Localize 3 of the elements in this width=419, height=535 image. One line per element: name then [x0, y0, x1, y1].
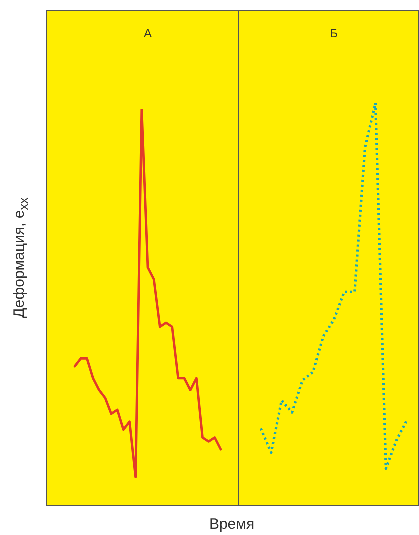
chart-title: А: [144, 26, 152, 41]
x-axis-title: Время: [209, 516, 255, 533]
chart-title: Б: [330, 26, 338, 41]
